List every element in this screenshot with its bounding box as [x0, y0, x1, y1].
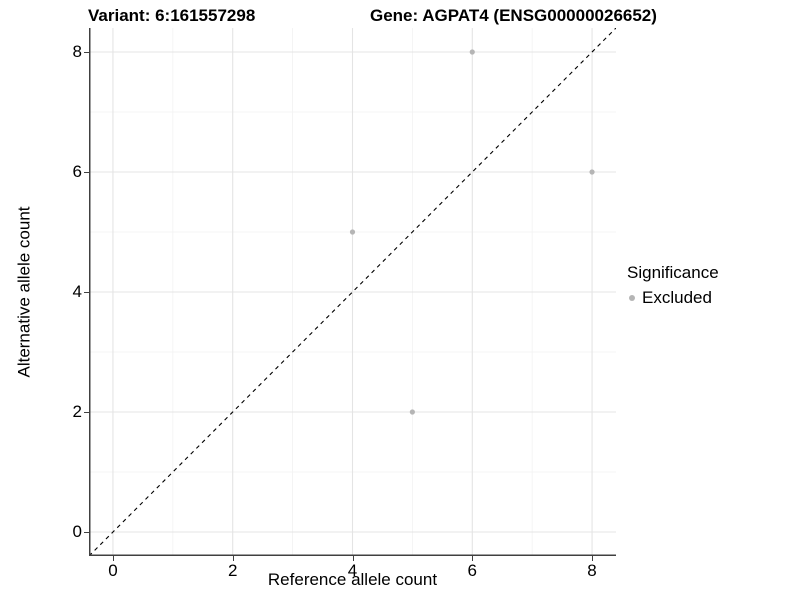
legend-item-excluded: Excluded — [629, 288, 719, 308]
x-tick-mark — [592, 556, 594, 561]
data-point — [409, 409, 415, 415]
y-tick-mark — [84, 172, 89, 173]
plot-canvas — [89, 28, 616, 556]
y-tick-label: 2 — [72, 402, 82, 421]
x-tick-mark — [232, 556, 234, 561]
y-tick-label: 8 — [72, 42, 82, 61]
x-tick-label: 8 — [587, 561, 597, 580]
y-tick-mark — [84, 532, 89, 533]
y-axis-title-container: Alternative allele count — [8, 28, 42, 556]
y-tick-mark — [84, 292, 89, 293]
y-axis-title: Alternative allele count — [15, 206, 35, 378]
legend-item-label: Excluded — [642, 288, 712, 307]
y-tick-mark — [84, 52, 89, 53]
y-tick-label: 0 — [72, 522, 82, 541]
data-point — [589, 169, 595, 175]
legend-title: Significance — [627, 263, 719, 282]
data-point — [349, 229, 356, 235]
plot-panel — [89, 28, 616, 556]
x-tick-label: 4 — [347, 561, 358, 580]
x-tick-mark — [112, 556, 114, 561]
y-tick-label: 6 — [72, 162, 82, 181]
y-tick-label: 4 — [72, 282, 82, 301]
x-tick-label: 0 — [108, 561, 118, 580]
x-tick-mark — [352, 556, 354, 561]
x-tick-mark — [472, 556, 474, 561]
plot-title-gene: Gene: AGPAT4 (ENSG00000026652) — [370, 6, 657, 25]
x-tick-label: 6 — [467, 561, 477, 580]
y-tick-mark — [84, 412, 89, 413]
data-point — [469, 49, 475, 55]
x-tick-label: 2 — [227, 561, 238, 580]
x-axis-title: Reference allele count — [267, 570, 438, 589]
plot-title-variant: Variant: 6:161557298 — [88, 6, 256, 25]
excluded-point-icon — [629, 295, 635, 301]
legend: Significance Excluded — [627, 263, 719, 308]
